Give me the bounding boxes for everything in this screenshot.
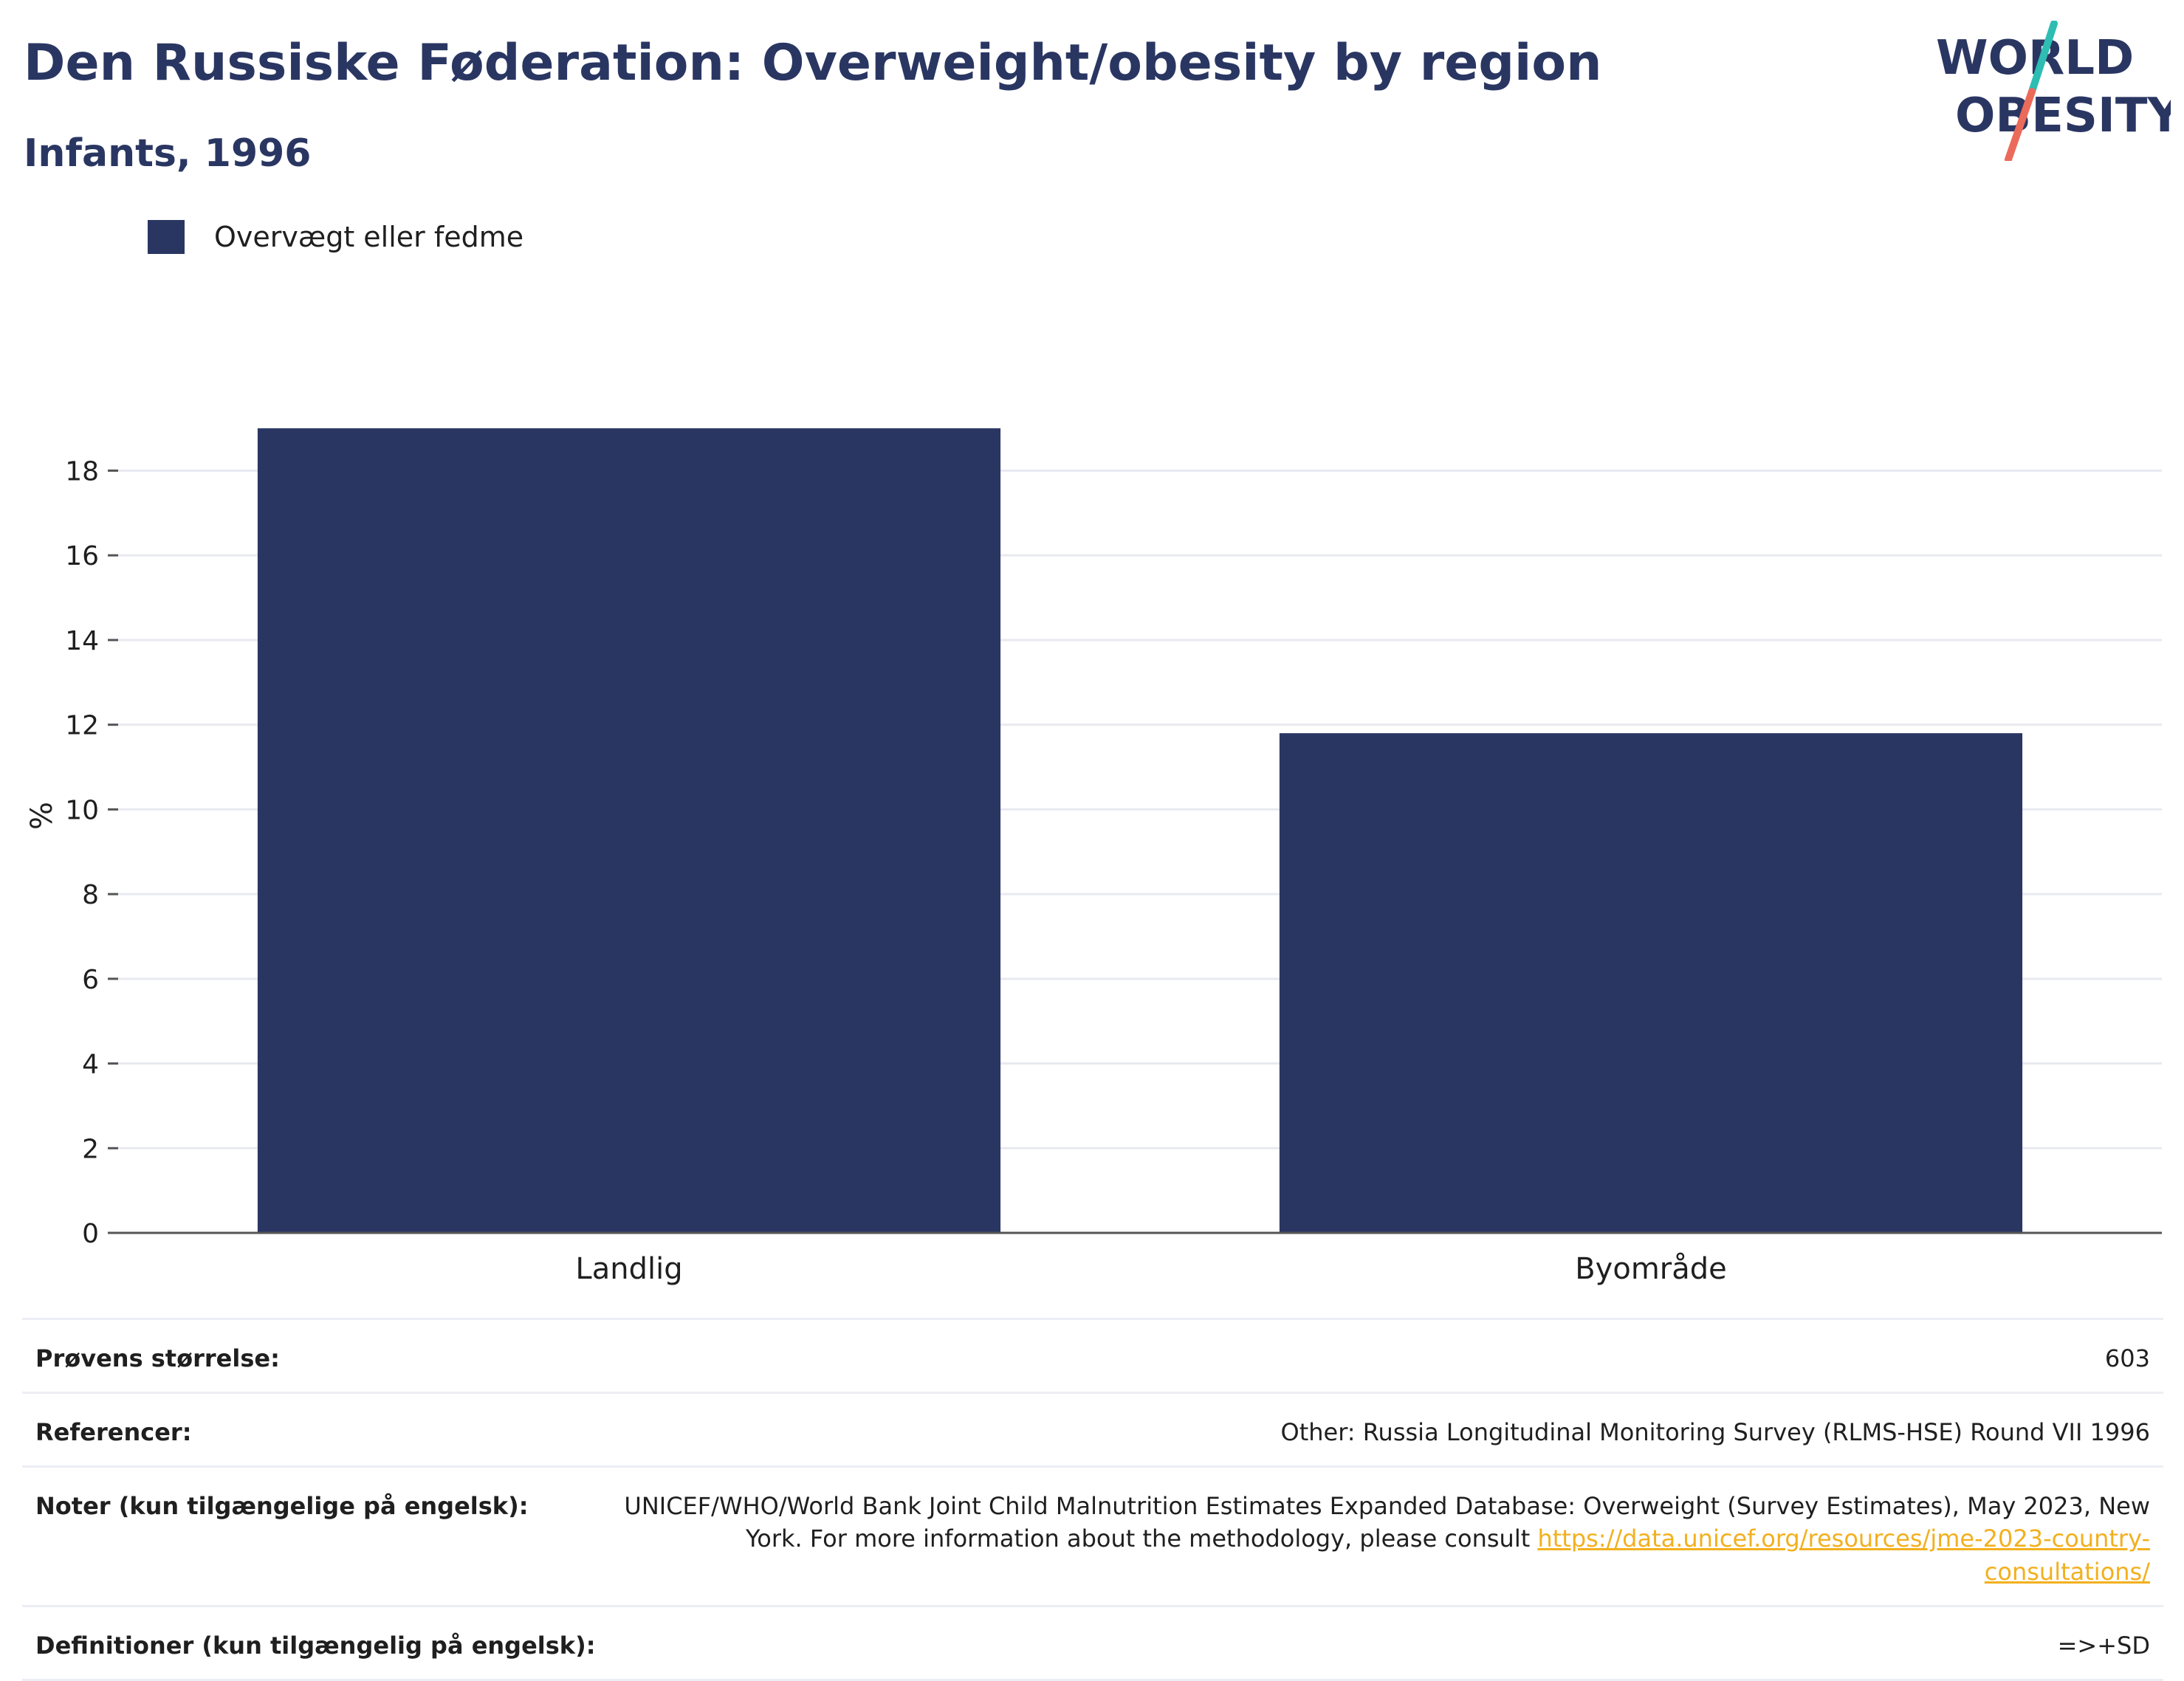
definitions-label: Definitioner (kun tilgængelig på engelsk… (35, 1631, 596, 1660)
notes-text: UNICEF/WHO/World Bank Joint Child Malnut… (624, 1491, 2150, 1553)
y-tick-label: 12 (65, 711, 99, 741)
notes-value: UNICEF/WHO/World Bank Joint Child Malnut… (617, 1490, 2150, 1589)
logo-slash-coral (2005, 88, 2036, 161)
sample-size-label: Prøvens størrelse: (35, 1344, 280, 1372)
definitions-value: =>+SD (2057, 1631, 2150, 1660)
info-row-notes: Noter (kun tilgængelige på engelsk): UNI… (22, 1465, 2163, 1605)
logo-slash-teal (2028, 21, 2058, 95)
y-tick-label: 4 (82, 1050, 99, 1080)
bar-byomraade (1279, 733, 2023, 1233)
legend-label: Overvægt eller fedme (214, 221, 524, 253)
bar-chart: 0 2 4 6 8 10 12 14 16 18% Landlig Byområde (25, 428, 2162, 1286)
y-tick-label: 16 (65, 541, 99, 571)
y-tick-label: 6 (82, 965, 99, 995)
y-tick-label: 14 (65, 626, 99, 656)
chart-legend: Overvægt eller fedme (148, 220, 523, 254)
bar-landlig (257, 428, 1001, 1233)
y-tick-label: 0 (82, 1219, 99, 1249)
legend-swatch (148, 220, 185, 254)
chart-title: Den Russiske Føderation: Overweight/obes… (24, 34, 1602, 92)
info-row-references: Referencer: Other: Russia Longitudinal M… (22, 1391, 2163, 1465)
chart-subtitle: Infants, 1996 (24, 131, 312, 176)
y-tick-label: 8 (82, 880, 99, 910)
y-tick-label: 18 (65, 457, 99, 487)
y-tick-label: 2 (82, 1134, 99, 1164)
y-axis-title: % (25, 802, 59, 830)
logo-word-obesity: OBESITY (1955, 89, 2171, 143)
info-row-definitions: Definitioner (kun tilgængelig på engelsk… (22, 1604, 2163, 1681)
references-label: Referencer: (35, 1417, 192, 1446)
y-tick-label: 10 (65, 795, 99, 825)
x-tick-label: Byområde (1575, 1252, 1727, 1286)
sample-size-value: 603 (2104, 1344, 2150, 1372)
notes-link[interactable]: https://data.unicef.org/resources/jme-20… (1537, 1524, 2150, 1587)
notes-label: Noter (kun tilgængelige på engelsk): (35, 1491, 529, 1520)
references-value: Other: Russia Longitudinal Monitoring Su… (1280, 1417, 2151, 1446)
x-tick-label: Landlig (575, 1252, 682, 1286)
info-row-sample-size: Prøvens størrelse: 603 (22, 1318, 2163, 1392)
world-obesity-logo: WORLD OBESITY (1936, 21, 2171, 161)
info-table: Prøvens størrelse: 603 Referencer: Other… (22, 1318, 2163, 1681)
